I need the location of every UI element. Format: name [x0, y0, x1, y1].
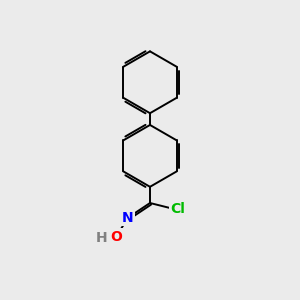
Text: O: O: [110, 230, 122, 244]
Text: Cl: Cl: [170, 202, 185, 216]
Text: H: H: [96, 231, 107, 245]
Text: N: N: [122, 211, 134, 225]
